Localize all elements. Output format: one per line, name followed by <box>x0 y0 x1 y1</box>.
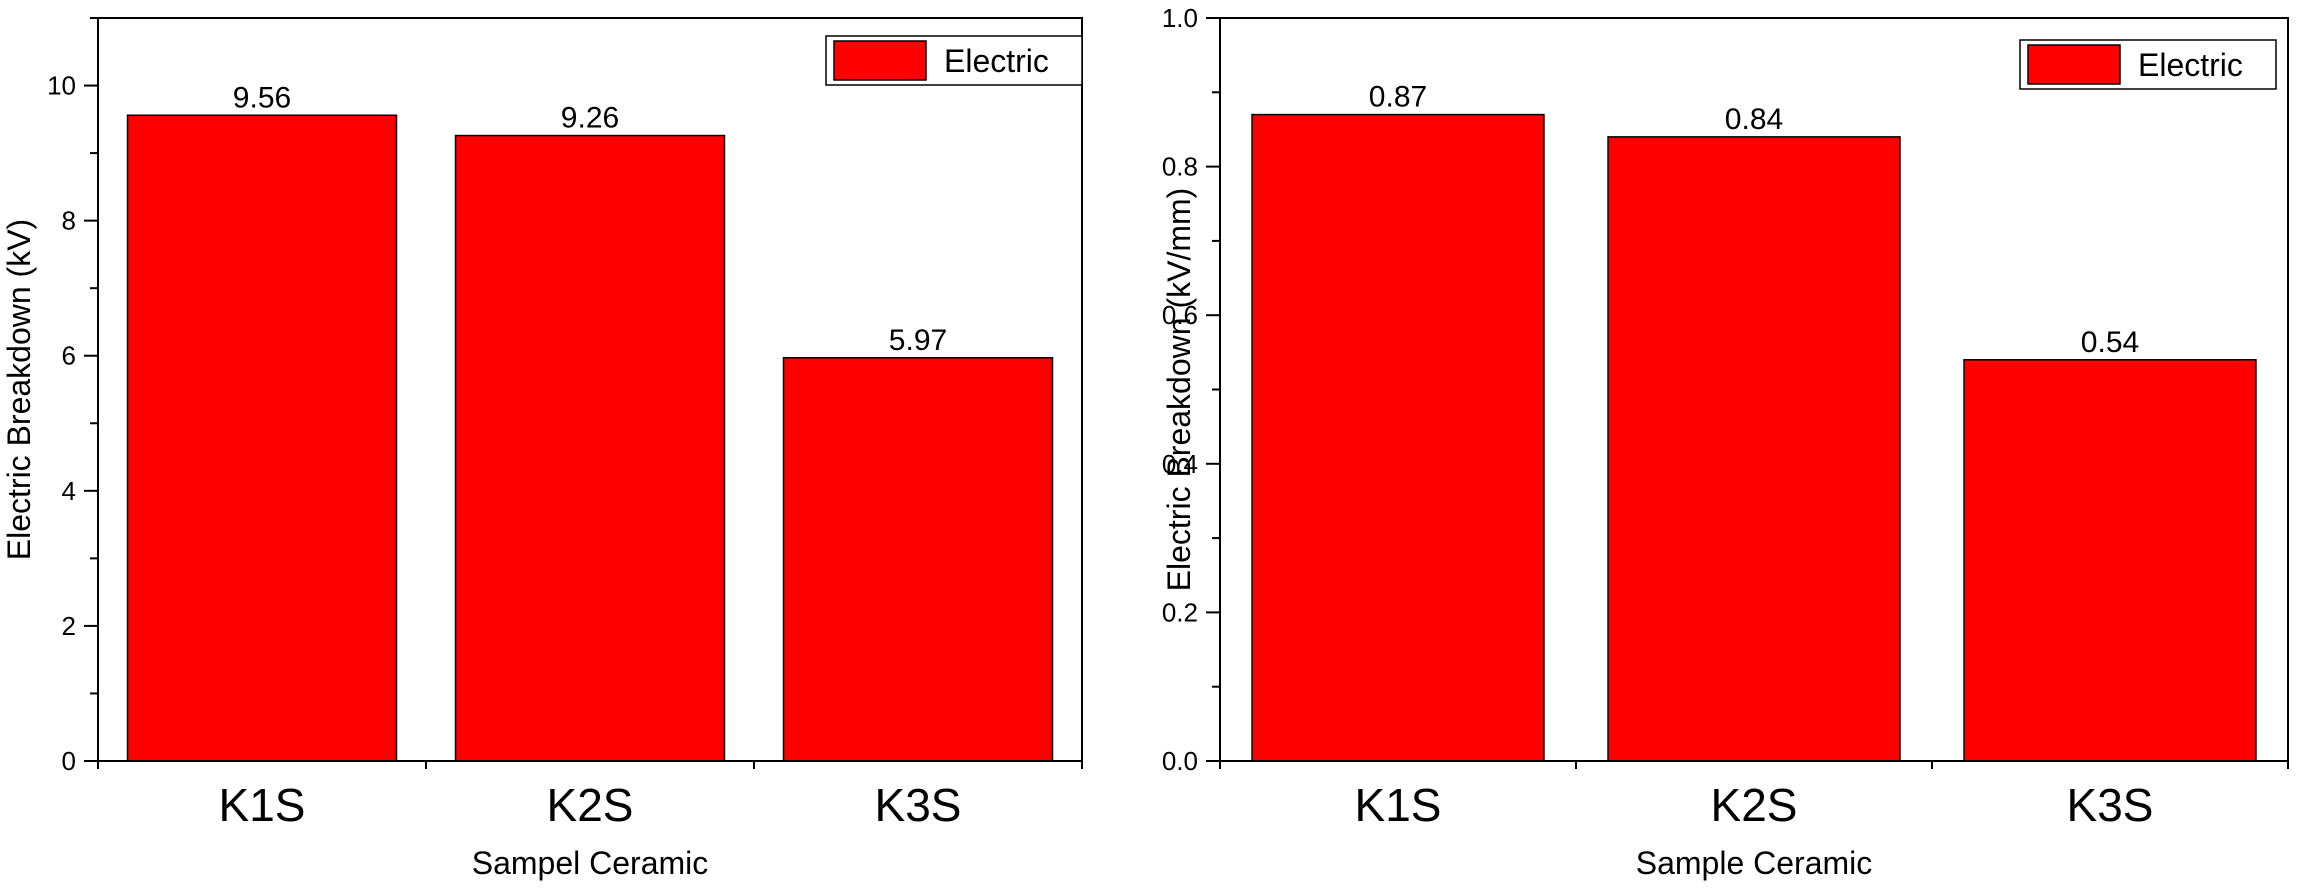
plot-frame <box>1219 17 2289 762</box>
y-tick-label: 10 <box>47 71 76 101</box>
data-label-k3s: 0.54 <box>2081 326 2139 359</box>
bar-k1s <box>1251 113 1545 762</box>
data-label-k3s: 5.97 <box>889 324 947 357</box>
x-tick-label-k2s: K2S <box>1711 779 1798 831</box>
y-tick-label: 0.6 <box>1162 300 1198 330</box>
y-tick-label: 0.4 <box>1162 449 1198 479</box>
y-tick-label: 0.2 <box>1162 597 1198 627</box>
y-tick-label: 6 <box>62 341 76 371</box>
x-tick-label-k1s: K1S <box>1355 779 1442 831</box>
data-label-k1s: 9.56 <box>233 81 291 114</box>
bar-k3s <box>782 357 1054 762</box>
y-tick-label: 8 <box>62 206 76 236</box>
chart-left-kv: 9.56 K1S 9.26 K2S 5.97 K3S 0 2 4 6 8 10 Sampel Ceram… <box>1 17 1083 881</box>
plot-frame <box>97 17 1083 762</box>
legend-label: Electric <box>944 43 1049 79</box>
x-tick-label-k2s: K2S <box>547 779 634 831</box>
y-axis-label: Electric Breakdown (kV) <box>1 219 37 560</box>
bar-k1s <box>126 114 398 762</box>
legend-swatch <box>2027 44 2121 85</box>
y-tick-label: 0.8 <box>1162 152 1198 182</box>
bar-k2s <box>454 134 726 762</box>
data-label-k2s: 0.84 <box>1725 103 1783 136</box>
legend-label: Electric <box>2138 47 2243 83</box>
chart-right-kv-per-mm: 0.87 K1S 0.84 K2S 0.54 K3S 0.0 0.2 0.4 0.6 0.8 1.0 S… <box>1161 3 2289 881</box>
bar-k3s <box>1963 359 2257 762</box>
x-axis-label: Sample Ceramic <box>1636 845 1873 881</box>
y-tick-label: 0.0 <box>1162 746 1198 776</box>
data-label-k2s: 9.26 <box>561 102 619 135</box>
y-axis-label: Electric Breakdown (kV/mm) <box>1161 188 1197 592</box>
data-label-k1s: 0.87 <box>1369 81 1427 114</box>
legend-swatch <box>833 40 927 81</box>
x-axis-label: Sampel Ceramic <box>472 845 709 881</box>
x-tick-label-k1s: K1S <box>219 779 306 831</box>
bar-k2s <box>1607 136 1901 762</box>
x-tick-label-k3s: K3S <box>2067 779 2154 831</box>
y-tick-label: 2 <box>62 611 76 641</box>
y-tick-label: 0 <box>62 746 76 776</box>
y-tick-label: 4 <box>62 476 76 506</box>
y-tick-label: 1.0 <box>1162 3 1198 33</box>
x-tick-label-k3s: K3S <box>875 779 962 831</box>
